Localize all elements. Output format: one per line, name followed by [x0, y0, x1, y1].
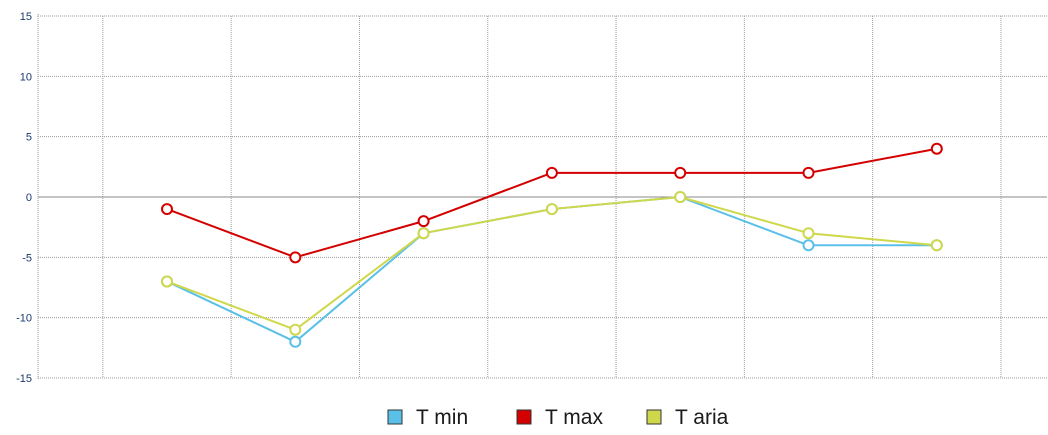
data-point-t-min[interactable] — [802, 239, 815, 252]
legend-swatch — [516, 409, 532, 425]
legend-label: T min — [416, 406, 468, 429]
y-tick-label: 5 — [26, 132, 32, 144]
data-point-t-aria[interactable] — [545, 203, 558, 216]
data-point-t-max[interactable] — [417, 215, 430, 228]
series-line-t-max — [166, 147, 937, 259]
data-point-t-aria[interactable] — [674, 191, 687, 203]
data-point-t-max[interactable] — [545, 166, 558, 179]
series-layer — [161, 142, 943, 348]
y-tick-label: -10 — [16, 313, 32, 325]
data-point-t-max[interactable] — [930, 142, 943, 155]
series-line-t-min — [166, 196, 937, 343]
legend-label: T aria — [675, 406, 729, 429]
y-tick-label: 15 — [20, 11, 32, 23]
y-tick-label: -5 — [22, 252, 32, 264]
data-point-t-aria[interactable] — [417, 227, 430, 240]
data-point-t-aria[interactable] — [802, 227, 815, 240]
data-point-t-min[interactable] — [289, 335, 302, 348]
data-point-t-max[interactable] — [161, 203, 173, 216]
legend-swatch — [646, 409, 662, 425]
grid-layer — [38, 15, 1047, 379]
axis-layer: -15 -10 -5 0 5 10 15 — [16, 11, 39, 385]
legend: T min T max T aria — [387, 406, 729, 429]
data-point-t-aria[interactable] — [161, 275, 173, 288]
y-tick-label: 0 — [26, 192, 32, 204]
data-point-t-aria[interactable] — [289, 323, 302, 336]
data-point-t-max[interactable] — [802, 166, 815, 179]
data-point-t-max[interactable] — [289, 251, 302, 264]
legend-swatch — [387, 409, 403, 425]
series-line-t-aria — [166, 196, 937, 331]
legend-label: T max — [545, 406, 603, 429]
data-point-t-aria[interactable] — [930, 239, 943, 252]
y-tick-label: 10 — [20, 71, 32, 83]
y-tick-label: -15 — [16, 373, 32, 385]
data-point-t-max[interactable] — [674, 166, 687, 179]
